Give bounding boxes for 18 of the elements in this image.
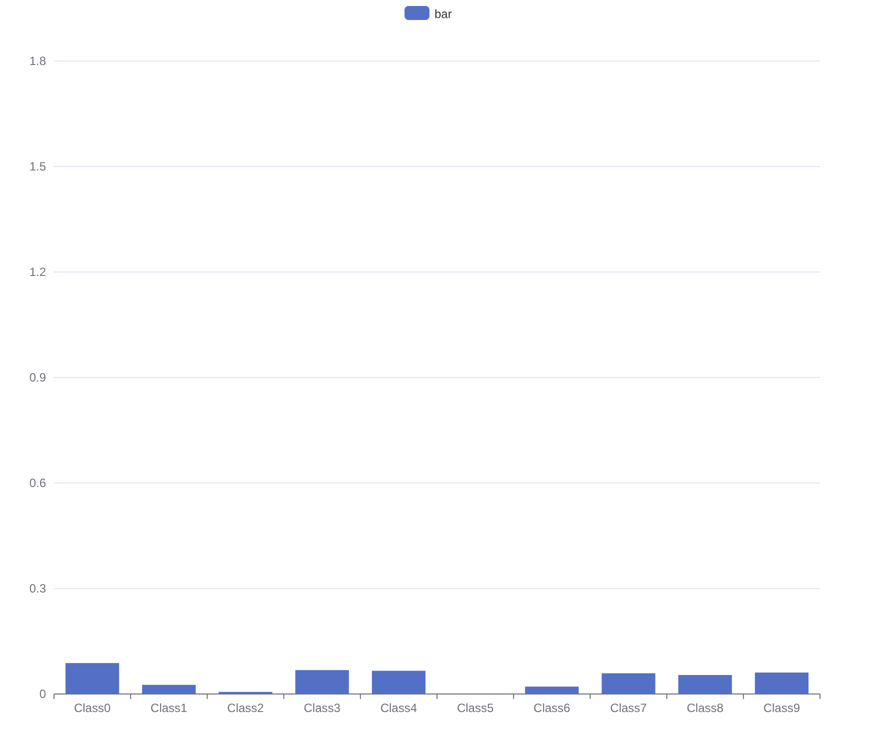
y-tick-label: 0.6 xyxy=(29,476,46,490)
y-tick-label: 1.5 xyxy=(29,160,46,174)
y-tick-label: 1.8 xyxy=(29,54,46,68)
x-tick-label: Class4 xyxy=(380,701,418,715)
x-tick-label: Class7 xyxy=(610,701,648,715)
y-tick-label: 0.3 xyxy=(29,582,46,596)
x-tick-label: Class5 xyxy=(456,701,494,715)
legend-label: bar xyxy=(434,7,452,21)
x-tick-label: Class2 xyxy=(227,701,264,715)
x-tick-label: Class0 xyxy=(74,701,111,715)
x-tick-label: Class6 xyxy=(534,701,571,715)
x-tick-label: Class8 xyxy=(686,701,724,715)
y-tick-label: 0.9 xyxy=(29,370,46,384)
y-tick-label: 0 xyxy=(39,687,46,701)
x-tick-label: Class1 xyxy=(150,701,188,715)
y-tick-label: 1.2 xyxy=(29,265,46,279)
x-tick-label: Class3 xyxy=(304,701,341,715)
x-tick-label: Class9 xyxy=(763,701,800,715)
